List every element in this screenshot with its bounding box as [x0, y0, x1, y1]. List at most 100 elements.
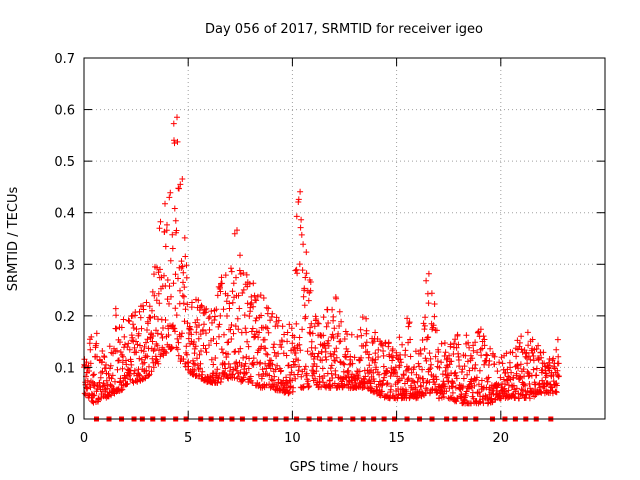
- data-point: [323, 323, 330, 330]
- data-point: [524, 360, 531, 367]
- data-point: [517, 361, 524, 368]
- data-point: [243, 369, 250, 376]
- data-point: [301, 302, 308, 309]
- data-point: [250, 355, 257, 362]
- data-point: [184, 320, 191, 327]
- chart-title: Day 056 of 2017, SRMTID for receiver ige…: [205, 22, 483, 37]
- data-point: [252, 333, 259, 340]
- data-point: [380, 377, 387, 384]
- data-point: [262, 345, 269, 352]
- data-point: [555, 373, 562, 380]
- data-point: [341, 361, 348, 368]
- data-point: [526, 395, 533, 402]
- y-tick-label: 0.1: [54, 361, 75, 376]
- data-point: [264, 351, 271, 358]
- data-point: [293, 320, 300, 327]
- data-point: [520, 366, 527, 373]
- data-point: [139, 360, 146, 367]
- data-point: [554, 367, 561, 374]
- data-point: [164, 277, 171, 283]
- data-point: [540, 349, 547, 356]
- data-point: [125, 340, 132, 347]
- data-point: [455, 341, 462, 348]
- data-point: [440, 393, 447, 400]
- data-point: [212, 355, 219, 361]
- data-point: [407, 353, 414, 360]
- data-point: [107, 382, 114, 389]
- data-point: [515, 365, 522, 372]
- data-point: [525, 373, 532, 380]
- data-point: [314, 320, 321, 327]
- data-point: [145, 320, 151, 327]
- data-point: [533, 372, 540, 379]
- data-point: [171, 140, 178, 147]
- data-point: [405, 339, 412, 346]
- data-point: [109, 372, 116, 379]
- data-point: [322, 354, 329, 360]
- data-point: [258, 312, 265, 319]
- data-point: [483, 351, 490, 358]
- data-point: [385, 339, 392, 346]
- data-point: [107, 365, 113, 372]
- data-point: [320, 314, 327, 321]
- data-point: [303, 249, 310, 256]
- data-point: [229, 299, 236, 306]
- data-point: [185, 335, 192, 342]
- data-point: [267, 365, 274, 372]
- data-point: [395, 377, 402, 384]
- data-point: [461, 363, 468, 370]
- data-point: [314, 353, 321, 360]
- y-tick-label: 0.3: [54, 258, 75, 273]
- data-point: [240, 286, 247, 293]
- data-point: [311, 323, 318, 330]
- data-point: [151, 346, 158, 353]
- data-point: [367, 380, 374, 387]
- data-point: [217, 288, 224, 295]
- data-point: [303, 270, 310, 277]
- data-point: [402, 347, 409, 354]
- data-point: [307, 324, 314, 331]
- data-point: [169, 245, 176, 252]
- data-point: [414, 378, 421, 385]
- data-point: [154, 342, 161, 349]
- data-point: [397, 356, 404, 363]
- data-point: [479, 396, 486, 403]
- data-point: [231, 230, 238, 237]
- data-point: [328, 370, 335, 377]
- data-point: [372, 350, 379, 357]
- data-point: [104, 385, 110, 392]
- data-point: [138, 325, 145, 332]
- data-point: [425, 300, 432, 307]
- data-point: [374, 369, 381, 376]
- data-point: [479, 386, 486, 392]
- data-point: [319, 365, 326, 372]
- data-point: [524, 368, 531, 375]
- data-point: [289, 340, 296, 347]
- data-point: [384, 380, 391, 387]
- data-point: [322, 348, 329, 355]
- data-point: [366, 362, 373, 369]
- data-point: [189, 299, 195, 306]
- axis-ticks: 0 0.1 0.2 0.3 0.4 0.5 0.6 0.7 0 5 10 15 20: [54, 52, 605, 446]
- data-point: [146, 363, 152, 370]
- data-point: [306, 383, 313, 390]
- data-point: [545, 359, 552, 366]
- data-point: [175, 352, 182, 359]
- data-point: [196, 322, 202, 329]
- data-point: [105, 371, 112, 377]
- data-point: [240, 354, 247, 361]
- data-point: [408, 369, 415, 376]
- data-point: [398, 375, 405, 382]
- data-point: [530, 357, 537, 364]
- data-point: [214, 292, 221, 299]
- data-point: [419, 366, 426, 373]
- data-point: [202, 345, 209, 352]
- data-point: [162, 243, 169, 250]
- data-point: [433, 327, 440, 334]
- y-tick-label: 0.6: [54, 104, 75, 119]
- data-point: [166, 283, 173, 290]
- data-point: [389, 357, 396, 364]
- data-point: [272, 366, 279, 373]
- data-point: [366, 351, 373, 358]
- data-point: [116, 357, 122, 364]
